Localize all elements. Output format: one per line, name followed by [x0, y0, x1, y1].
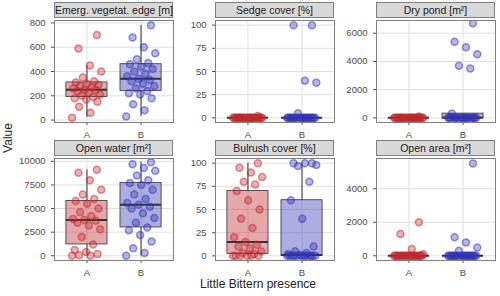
svg-text:B: B	[299, 129, 305, 138]
svg-text:A: A	[245, 129, 252, 138]
svg-text:50: 50	[196, 66, 207, 77]
svg-text:B: B	[299, 267, 305, 276]
html-text:Value: Value	[1, 123, 15, 153]
html-text:Bulrush cover [%]: Bulrush cover [%]	[233, 142, 316, 154]
html-text:Little Bittern presence: Little Bittern presence	[200, 277, 316, 291]
svg-text:600: 600	[30, 41, 46, 52]
svg-text:0: 0	[362, 112, 367, 123]
svg-text:25: 25	[196, 89, 207, 100]
svg-text:75: 75	[196, 42, 207, 53]
svg-text:B: B	[138, 267, 144, 276]
svg-text:2500: 2500	[24, 226, 45, 237]
svg-text:0: 0	[201, 250, 206, 261]
svg-text:A: A	[245, 267, 252, 276]
svg-text:400: 400	[30, 66, 46, 77]
svg-text:0: 0	[201, 112, 206, 123]
html-text:Dry pond [m²]: Dry pond [m²]	[403, 4, 468, 16]
html-text:Emerg. vegetat. edge [m]: Emerg. vegetat. edge [m]	[55, 4, 173, 16]
svg-text:10000: 10000	[19, 156, 45, 166]
svg-text:A: A	[406, 129, 413, 138]
svg-text:800: 800	[30, 18, 46, 28]
svg-text:5000: 5000	[24, 203, 45, 214]
svg-text:100: 100	[191, 19, 207, 30]
svg-text:B: B	[460, 129, 466, 138]
svg-text:50: 50	[196, 204, 207, 215]
svg-text:75: 75	[196, 180, 207, 191]
svg-text:A: A	[84, 129, 91, 138]
svg-text:A: A	[406, 267, 413, 276]
svg-text:7500: 7500	[24, 179, 45, 190]
html-text:Open water [m²]: Open water [m²]	[75, 142, 152, 154]
html-text:Open area [m²]: Open area [m²]	[400, 142, 471, 154]
html-text:Sedge cover [%]: Sedge cover [%]	[236, 4, 313, 16]
svg-text:4000: 4000	[346, 183, 367, 194]
svg-text:A: A	[84, 267, 91, 276]
svg-text:0: 0	[40, 114, 45, 125]
svg-text:0: 0	[362, 250, 367, 261]
svg-text:200: 200	[30, 90, 46, 101]
svg-text:6000: 6000	[346, 27, 367, 38]
svg-text:2000: 2000	[346, 84, 367, 95]
svg-text:2000: 2000	[346, 216, 367, 227]
svg-text:100: 100	[191, 157, 207, 168]
svg-text:25: 25	[196, 227, 207, 238]
svg-text:B: B	[138, 129, 144, 138]
svg-text:4000: 4000	[346, 55, 367, 66]
svg-text:B: B	[460, 267, 466, 276]
svg-text:0: 0	[40, 250, 45, 261]
